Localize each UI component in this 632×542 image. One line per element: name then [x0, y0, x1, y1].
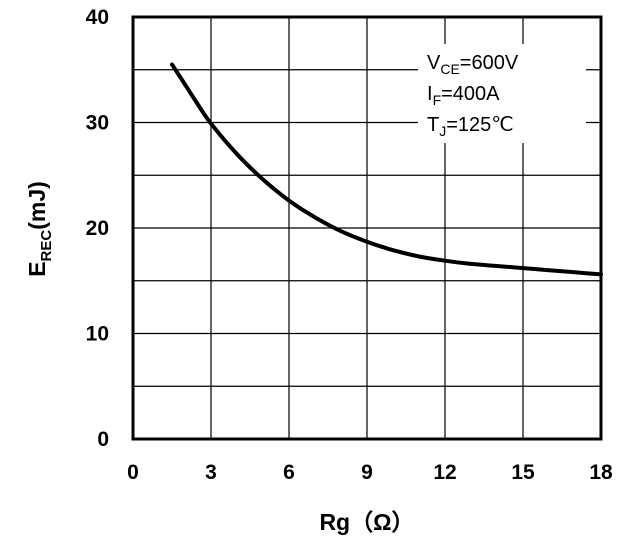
x-tick-label: 9: [361, 461, 373, 484]
y-tick-labels: 0 10 20 30 40: [86, 6, 109, 451]
annotation-line: VCE=600V: [427, 52, 519, 77]
y-tick-label: 40: [86, 6, 109, 29]
x-axis-title: Rg（Ω）: [319, 509, 414, 535]
plot-frame: [131, 15, 603, 441]
series: [170, 62, 603, 277]
y-axis-title-sub: REC: [38, 230, 55, 262]
annotation-background: [418, 44, 586, 143]
annotation-line: TJ=125℃: [427, 114, 514, 139]
x-tick-labels: 0 3 6 9 12 15 18: [127, 461, 613, 484]
y-axis-title-tail: (mJ): [24, 181, 50, 230]
annotation-line: IF=400A: [427, 83, 500, 108]
y-axis-title: EREC(mJ): [24, 181, 55, 277]
annotations: VCE=600V IF=400A TJ=125℃: [427, 52, 519, 139]
x-tick-label: 0: [127, 461, 139, 484]
y-tick-label: 0: [97, 428, 109, 451]
annotation-box: [418, 44, 586, 143]
x-tick-label: 3: [205, 461, 217, 484]
x-tick-label: 6: [283, 461, 295, 484]
x-tick-label: 12: [433, 461, 456, 484]
series-line: [170, 62, 603, 277]
y-tick-label: 30: [86, 112, 109, 135]
y-tick-label: 10: [86, 323, 109, 346]
x-tick-label: 15: [511, 461, 535, 484]
x-tick-label: 18: [589, 461, 613, 484]
y-axis-title-main: E: [24, 261, 50, 276]
y-tick-label: 20: [86, 217, 109, 240]
